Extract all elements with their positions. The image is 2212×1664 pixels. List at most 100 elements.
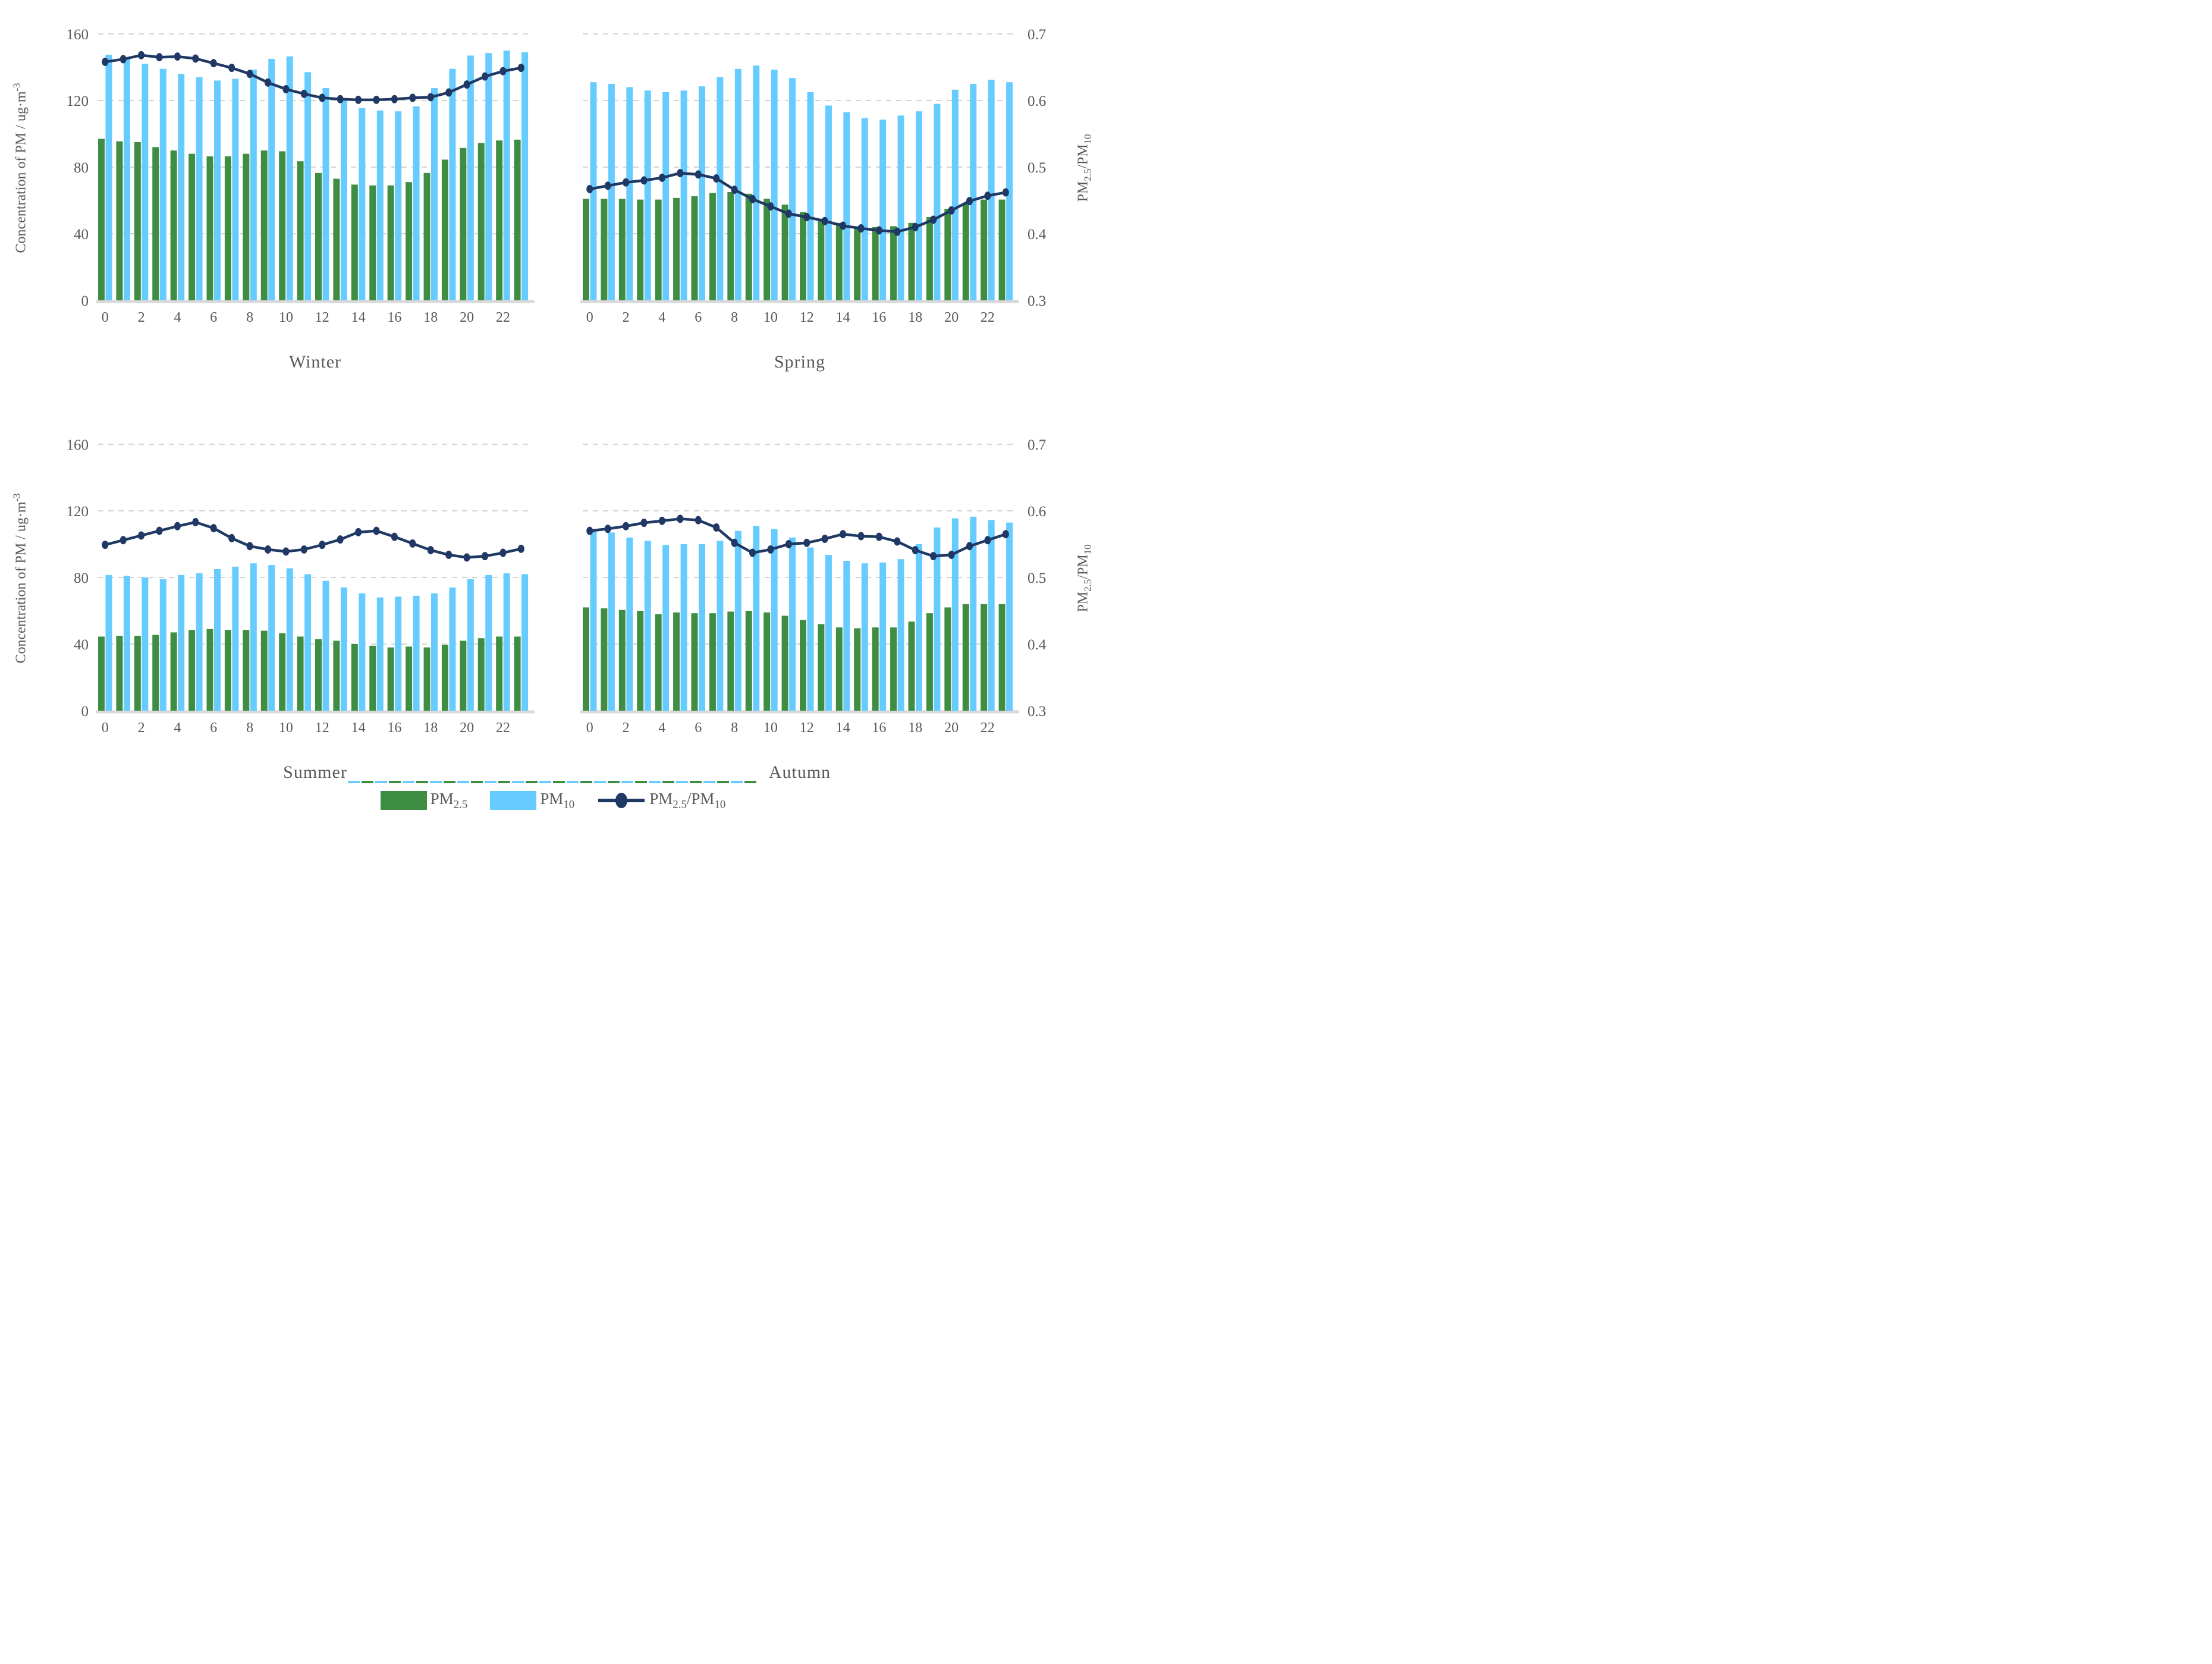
ratio-point	[785, 209, 792, 218]
ratio-point	[984, 191, 991, 200]
pm25-bar	[170, 632, 177, 711]
y-axis-label-top: Concentration of PM / ug·m-3	[11, 83, 29, 253]
ratio-point	[517, 64, 524, 73]
x-tick-label: 2	[623, 310, 630, 325]
pm10-bar	[232, 566, 239, 711]
legend-item-ratio: PM2.5/PM10	[597, 790, 725, 811]
pm10-bar	[680, 90, 687, 300]
pm25-bar	[152, 147, 159, 300]
pm25-bar	[387, 647, 394, 711]
right-tick-label: 0.6	[1028, 504, 1046, 520]
pm25-bar	[998, 199, 1006, 300]
pm10-bar	[503, 573, 510, 711]
pm25-bar	[727, 611, 734, 711]
pm25-bar	[98, 636, 105, 711]
ratio-point	[840, 221, 847, 230]
x-tick-label: 16	[872, 310, 886, 325]
pm25-bar	[673, 197, 680, 300]
right-axis-label-bottom: PM2.5/PM10	[1075, 544, 1094, 613]
ratio-point	[265, 78, 271, 87]
pm10-bar	[970, 516, 977, 711]
ratio-point	[604, 181, 611, 190]
x-tick-label: 2	[138, 310, 145, 325]
x-tick-label: 22	[496, 720, 510, 736]
pm25-bar	[477, 638, 485, 711]
x-tick-label: 12	[800, 720, 814, 736]
pm10-bar	[485, 53, 492, 300]
ratio-point	[427, 93, 434, 102]
x-tick-label: 16	[387, 310, 401, 325]
pm25-bar	[601, 199, 608, 300]
ratio-point	[894, 537, 901, 546]
x-tick-label: 2	[138, 720, 145, 736]
pm25-bar	[224, 630, 231, 711]
pm25-bar	[243, 630, 250, 711]
ratio-point	[785, 540, 792, 548]
ratio-point	[731, 538, 738, 547]
pm25-bar	[637, 199, 644, 300]
right-tick-label: 0.4	[1028, 637, 1047, 653]
x-tick-label: 0	[586, 310, 593, 325]
ratio-point	[713, 174, 720, 183]
pm25-bar	[781, 205, 788, 300]
right-tick-label: 0.4	[1028, 227, 1047, 243]
pm10-bar	[951, 89, 959, 301]
ratio-point	[821, 535, 828, 544]
y-tick-label: 0	[81, 293, 89, 309]
ratio-point	[210, 524, 217, 533]
ratio-point	[445, 88, 453, 97]
legend-label-pm25: PM2.5	[430, 790, 468, 811]
pm10-bar	[268, 59, 275, 300]
ratio-point	[731, 186, 738, 194]
pm10-bar	[123, 57, 130, 300]
pm25-bar	[872, 627, 879, 711]
pm10-bar	[178, 574, 185, 711]
pm25-bar	[243, 153, 250, 300]
pm10-bar	[268, 565, 275, 711]
pm10-bar	[753, 65, 760, 300]
ratio-point	[427, 546, 434, 555]
pm10-bar	[376, 597, 384, 711]
pm10-bar	[105, 574, 112, 711]
ratio-point	[265, 545, 271, 554]
pm10-bar	[1006, 522, 1013, 711]
x-tick-label: 0	[102, 720, 109, 736]
pm10-bar	[626, 537, 633, 711]
x-tick-label: 6	[695, 310, 702, 325]
pm25-bar	[333, 178, 340, 300]
ratio-point	[337, 535, 344, 544]
pm25-bar	[944, 607, 951, 711]
pm25-bar	[423, 172, 431, 300]
pm10-bar	[322, 580, 329, 711]
x-tick-label: 4	[174, 310, 181, 325]
ratio-point	[1002, 188, 1009, 197]
ratio-point	[463, 553, 470, 562]
pm25-bar	[655, 614, 662, 711]
pm10-bar	[503, 51, 510, 300]
pm10-bar	[771, 70, 778, 300]
ratio-point	[499, 67, 507, 76]
ratio-point	[640, 176, 648, 185]
pm10-bar	[789, 78, 796, 300]
pm10-bar	[644, 90, 651, 300]
pm25-bar	[206, 629, 213, 711]
ratio-point	[391, 95, 398, 103]
ratio-point	[210, 59, 217, 68]
pm25-bar	[618, 199, 626, 300]
pm10-bar	[825, 555, 832, 711]
ratio-point	[713, 523, 720, 532]
x-tick-label: 10	[763, 310, 778, 325]
chart-title-autumn: Autumn	[768, 762, 831, 782]
pm10-bar	[286, 568, 293, 711]
ratio-point	[300, 89, 307, 98]
ratio-point	[803, 213, 810, 221]
pm25-bar	[890, 627, 897, 711]
pm25-bar	[406, 646, 413, 711]
pm25-bar	[369, 185, 376, 300]
pm25-bar	[583, 607, 589, 711]
pm25-bar	[188, 630, 196, 711]
ratio-point	[319, 541, 326, 550]
ratio-point	[677, 514, 684, 523]
x-tick-label: 4	[658, 310, 665, 325]
